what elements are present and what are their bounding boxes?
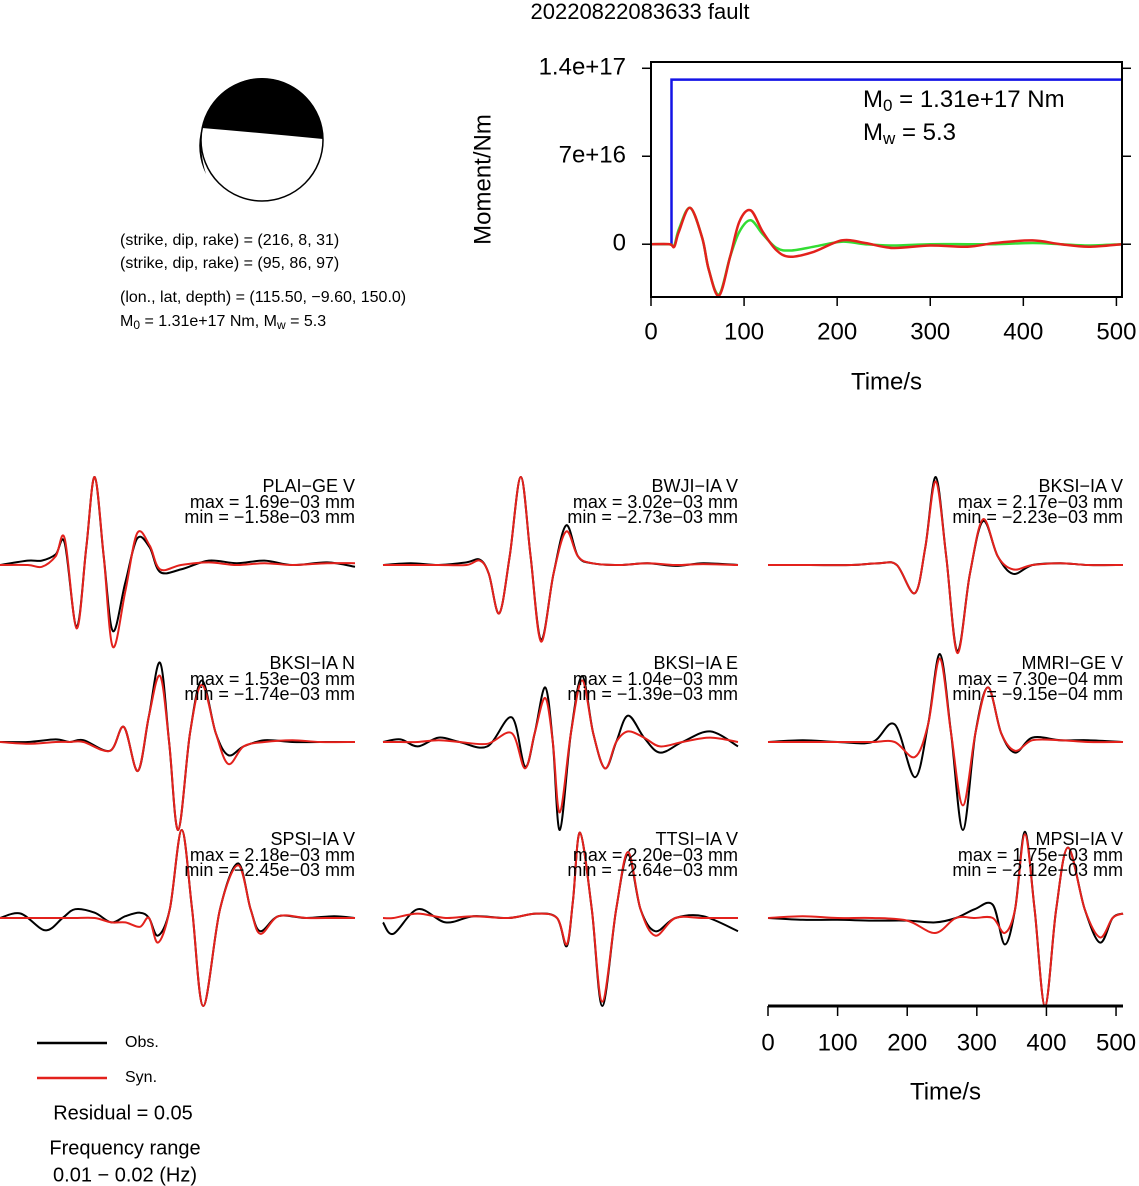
station-label: MPSI−IA V: [1035, 829, 1123, 849]
x-axis-title: Time/s: [910, 1078, 981, 1105]
x-tick-label: 500: [1096, 1029, 1136, 1056]
station-label: SPSI−IA V: [270, 829, 355, 849]
text-part: = 5.3: [895, 119, 956, 146]
frequency-title: Frequency range: [49, 1137, 200, 1159]
x-tick-label: 200: [887, 1029, 927, 1056]
min-label: min = −1.39e−03 mm: [567, 684, 738, 704]
text-part: = 1.31e+17 Nm: [892, 86, 1064, 113]
y-tick-label: 7e+16: [559, 142, 626, 169]
x-tick-label: 100: [724, 318, 764, 345]
text-part: = 5.3: [286, 313, 327, 330]
min-label: min = −9.15e−04 mm: [952, 684, 1123, 704]
mechanism-info: (lon., lat, depth) = (115.50, −9.60, 150…: [120, 289, 406, 306]
synthetic-trace: [0, 674, 356, 832]
station-label: MMRI−GE V: [1021, 653, 1123, 673]
synthetic-trace: [382, 475, 739, 643]
x-tick-label: 0: [761, 1029, 774, 1056]
max-label: max = 1.69e−03 mm: [190, 492, 355, 512]
x-tick-label: 500: [1096, 318, 1136, 345]
x-tick-label: 100: [818, 1029, 858, 1056]
y-axis-title: Moment/Nm: [469, 114, 496, 245]
min-label: min = −2.12e−03 mm: [952, 860, 1123, 880]
text-part: M: [863, 119, 883, 146]
synthetic-trace: [0, 475, 356, 649]
figure-title: 20220822083633 fault: [531, 0, 750, 24]
synthetic-trace: [382, 679, 739, 814]
legend-label: Syn.: [125, 1069, 157, 1086]
y-tick-label: 0: [613, 230, 626, 257]
station-label: BWJI−IA V: [651, 476, 738, 496]
moment-annotation: M0 = 1.31e+17 Nm: [863, 86, 1065, 115]
max-label: max = 2.17e−03 mm: [958, 492, 1123, 512]
beachball: [199, 78, 324, 202]
min-label: min = −2.45e−03 mm: [184, 860, 355, 880]
legend-label: Obs.: [125, 1034, 159, 1051]
moment-info: M0 = 1.31e+17 Nm, Mw = 5.3: [120, 313, 326, 332]
residual-note: Residual = 0.05: [53, 1102, 193, 1124]
station-label: BKSI−IA E: [653, 653, 738, 673]
x-axis-title: Time/s: [851, 368, 922, 395]
station-label: BKSI−IA V: [1038, 476, 1123, 496]
y-tick-label: 1.4e+17: [539, 54, 626, 81]
x-tick-label: 200: [817, 318, 857, 345]
max-label: max = 3.02e−03 mm: [573, 492, 738, 512]
synthetic-trace: [767, 833, 1124, 1008]
subscript: w: [276, 318, 286, 332]
synthetic-trace: [382, 831, 738, 1003]
frequency-range: 0.01 − 0.02 (Hz): [53, 1164, 197, 1186]
max-label: max = 7.30e−04 mm: [958, 669, 1123, 689]
x-tick-label: 400: [1003, 318, 1043, 345]
moment-annotation: Mw = 5.3: [863, 119, 956, 148]
max-label: max = 1.75e−03 mm: [958, 845, 1123, 865]
max-label: max = 2.20e−03 mm: [573, 845, 738, 865]
mechanism-info: (strike, dip, rake) = (95, 86, 97): [120, 255, 339, 272]
station-label: BKSI−IA N: [269, 653, 355, 673]
x-tick-label: 0: [644, 318, 657, 345]
station-label: PLAI−GE V: [262, 476, 355, 496]
plot-frame: [650, 61, 1123, 298]
text-part: = 1.31e+17 Nm, M: [140, 313, 277, 330]
x-tick-label: 300: [910, 318, 950, 345]
synthetic-trace: [767, 480, 1124, 655]
subscript: w: [882, 129, 896, 148]
beachball-compression: [202, 78, 323, 139]
subscript: 0: [133, 318, 140, 332]
min-label: min = −1.74e−03 mm: [184, 684, 355, 704]
moment-line: [650, 206, 1123, 297]
x-tick-label: 400: [1026, 1029, 1066, 1056]
synthetic-trace: [767, 657, 1124, 807]
beachball-sliver: [199, 128, 206, 174]
min-label: min = −2.23e−03 mm: [952, 507, 1123, 527]
min-label: min = −1.58e−03 mm: [184, 507, 355, 527]
max-label: max = 1.53e−03 mm: [190, 669, 355, 689]
station-label: TTSI−IA V: [655, 829, 738, 849]
max-label: max = 1.04e−03 mm: [573, 669, 738, 689]
text-part: M: [120, 313, 133, 330]
subscript: 0: [883, 96, 892, 115]
x-tick-label: 300: [957, 1029, 997, 1056]
min-label: min = −2.64e−03 mm: [567, 860, 738, 880]
mechanism-info: (strike, dip, rake) = (216, 8, 31): [120, 232, 339, 249]
synthetic-trace: [0, 828, 355, 1008]
max-label: max = 2.18e−03 mm: [190, 845, 355, 865]
moment-line: [650, 206, 1123, 296]
min-label: min = −2.73e−03 mm: [567, 507, 738, 527]
text-part: M: [863, 86, 883, 113]
